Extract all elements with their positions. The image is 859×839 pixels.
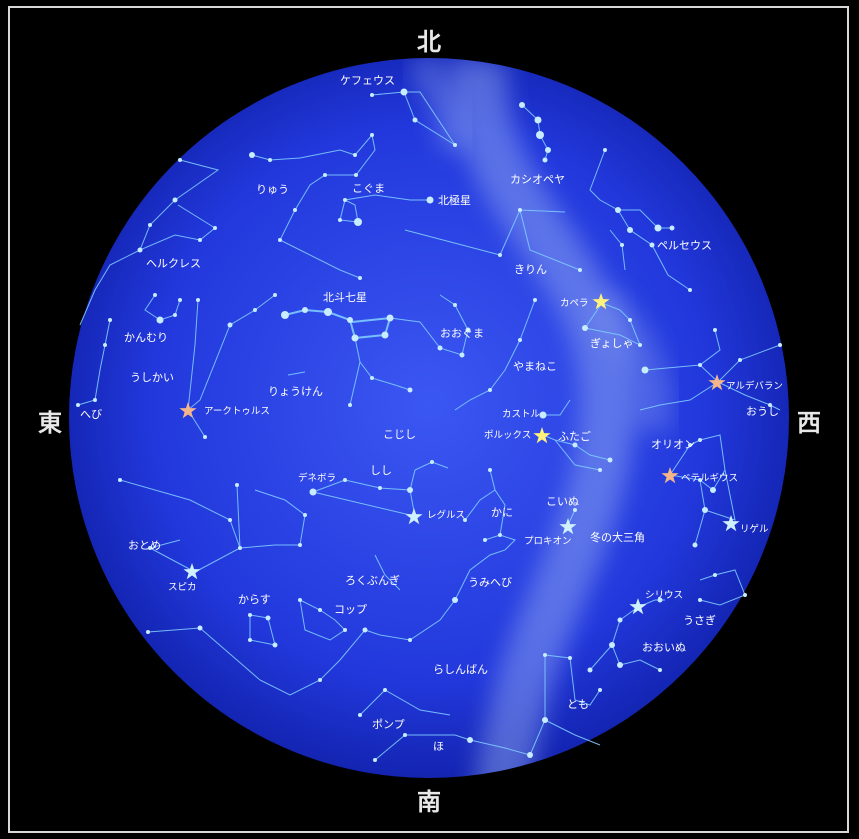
label-spica: スピカ — [168, 582, 197, 593]
label-taurus: おうし — [746, 405, 779, 418]
direction-north: 北 — [417, 28, 441, 56]
label-puppis: とも — [567, 698, 589, 711]
stars — [76, 88, 782, 762]
chart-frame — [8, 6, 849, 833]
label-serpens: へび — [80, 408, 102, 421]
label-sextans: ろくぶんぎ — [345, 573, 400, 587]
label-canis-major: おおいぬ — [642, 641, 686, 654]
capella-star-icon — [592, 293, 610, 310]
label-virgo: おとめ — [128, 539, 161, 552]
label-lepus: うさぎ — [683, 613, 716, 627]
sirius-star-icon — [629, 598, 647, 615]
label-vela: ほ — [433, 740, 444, 753]
label-pollux: ポルックス — [484, 430, 531, 441]
direction-west: 西 — [797, 409, 821, 437]
label-winter-triangle: 冬の大三角 — [590, 530, 645, 544]
label-denebola: デネボラ — [298, 472, 336, 484]
milky-way — [407, 58, 673, 778]
label-capella: カペラ — [560, 298, 589, 309]
label-draco: りゅう — [256, 183, 289, 196]
label-hercules: ヘルクレス — [146, 257, 201, 270]
label-canis-minor: こいぬ — [546, 495, 579, 508]
aldebaran-star-icon — [708, 374, 726, 391]
label-ursa-minor: こぐま — [352, 182, 385, 195]
label-sirius: シリウス — [645, 590, 683, 601]
label-gemini: ふたご — [558, 429, 591, 443]
arcturus-star-icon — [179, 402, 197, 419]
label-big-dipper: 北斗七星 — [323, 291, 367, 304]
spica-star-icon — [183, 563, 201, 580]
label-crater: コップ — [334, 603, 367, 616]
label-antlia: ポンプ — [372, 718, 405, 731]
label-arcturus: アークトゥルス — [204, 406, 270, 417]
label-canes-venatici: りょうけん — [268, 385, 323, 398]
regulus-star-icon — [405, 508, 423, 525]
label-camelopardalis: きりん — [514, 263, 547, 276]
label-pyxis: らしんばん — [433, 663, 488, 676]
label-rigel: リゲル — [740, 523, 769, 535]
label-corona-borealis: かんむり — [124, 331, 168, 344]
label-castor: カストル — [502, 409, 541, 420]
label-betelgeuse: ベテルギウス — [681, 473, 738, 484]
label-perseus: ペルセウス — [657, 239, 712, 252]
label-aldebaran: アルデバラン — [726, 380, 783, 392]
label-cepheus: ケフェウス — [340, 74, 395, 87]
label-cancer: かに — [491, 506, 513, 519]
rigel-star-icon — [722, 515, 740, 532]
betelgeuse-star-icon — [661, 467, 679, 484]
label-polaris: 北極星 — [438, 193, 471, 207]
sky-disc — [69, 58, 789, 778]
label-cassiopeia: カシオペヤ — [510, 173, 565, 186]
label-auriga: ぎょしゃ — [590, 336, 633, 350]
label-procyon: プロキオン — [524, 536, 572, 547]
pollux-star-icon — [533, 427, 551, 444]
label-lynx: やまねこ — [513, 360, 557, 373]
procyon-star-icon — [559, 518, 577, 535]
label-orion: オリオン — [651, 438, 695, 451]
labels: ケフェウス カシオペヤ りゅう こぐま 北極星 ペルセウス ヘルクレス きりん … — [80, 74, 783, 753]
label-leo: しし — [370, 464, 392, 477]
label-bootes: うしかい — [130, 371, 174, 384]
label-corvus: からす — [238, 593, 271, 606]
bright-stars — [179, 293, 740, 615]
label-regulus: レグルス — [427, 509, 465, 521]
label-leo-minor: こじし — [383, 428, 416, 441]
direction-east: 東 — [38, 409, 62, 437]
direction-south: 南 — [417, 788, 441, 816]
label-ursa-major: おおぐま — [440, 327, 484, 340]
label-hydra: うみへび — [468, 576, 512, 589]
